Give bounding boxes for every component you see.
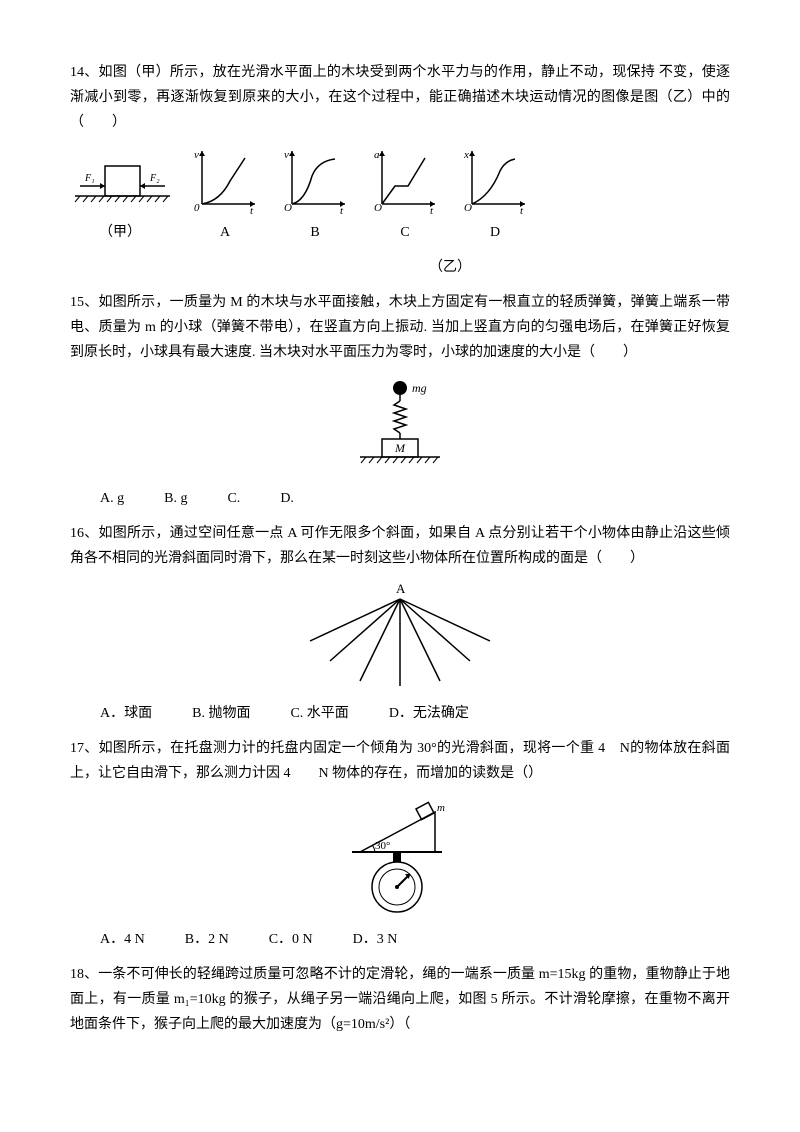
q15-opt-b: B. g	[164, 486, 187, 511]
graph-a-svg: v t 0	[190, 146, 260, 216]
q16-options: A．球面 B. 抛物面 C. 水平面 D．无法确定	[100, 701, 730, 726]
q17-options: A．4 N B．2 N C．0 N D．3 N	[100, 927, 730, 952]
q15-figure: mg M	[70, 376, 730, 476]
question-15: 15、如图所示，一质量为 M 的木块与水平面接触，木块上方固定有一根直立的轻质弹…	[70, 290, 730, 511]
svg-text:A: A	[396, 581, 406, 596]
q18-text: 18、一条不可伸长的轻绳跨过质量可忽略不计的定滑轮，绳的一端系一质量 m=15k…	[70, 962, 730, 1038]
q14-graph-d: x t O D	[460, 146, 530, 245]
q15-text: 15、如图所示，一质量为 M 的木块与水平面接触，木块上方固定有一根直立的轻质弹…	[70, 290, 730, 366]
svg-text:F₁: F₁	[84, 173, 95, 184]
caption-yi: （乙）	[170, 255, 730, 280]
svg-text:O: O	[284, 202, 292, 214]
q17-figure: 30° m	[70, 797, 730, 917]
question-16: 16、如图所示，通过空间任意一点 A 可作无限多个斜面，如果自 A 点分别让若干…	[70, 521, 730, 727]
inclines-svg: A	[300, 581, 500, 691]
svg-text:a: a	[374, 149, 380, 161]
svg-text:F₂: F₂	[149, 173, 160, 184]
q14-graph-c: a t O C	[370, 146, 440, 245]
block-diagram: F₁ F₂	[70, 156, 170, 216]
svg-text:m: m	[437, 802, 445, 814]
graph-c-svg: a t O	[370, 146, 440, 216]
q17-opt-a: A．4 N	[100, 927, 145, 952]
svg-text:t: t	[250, 205, 254, 216]
svg-text:t: t	[520, 205, 524, 216]
q17-opt-d: D．3 N	[353, 927, 398, 952]
question-18: 18、一条不可伸长的轻绳跨过质量可忽略不计的定滑轮，绳的一端系一质量 m=15k…	[70, 962, 730, 1038]
svg-text:O: O	[374, 202, 382, 214]
q15-options: A. g B. g C. D.	[100, 486, 730, 511]
question-14: 14、如图（甲）所示，放在光滑水平面上的木块受到两个水平力与的作用，静止不动，现…	[70, 60, 730, 280]
graph-a-label: A	[190, 220, 260, 245]
svg-text:x: x	[463, 149, 469, 161]
q16-figure: A	[70, 581, 730, 691]
q14-figures: F₁ F₂ （甲）	[70, 146, 730, 245]
scale-incline-svg: 30° m	[330, 797, 470, 917]
svg-text:t: t	[340, 205, 344, 216]
q15-opt-d: D.	[280, 486, 294, 511]
q16-opt-a: A．球面	[100, 701, 152, 726]
caption-jia: （甲）	[70, 220, 170, 245]
svg-text:t: t	[430, 205, 434, 216]
q17-opt-c: C．0 N	[269, 927, 313, 952]
graph-b-label: B	[280, 220, 350, 245]
q14-text: 14、如图（甲）所示，放在光滑水平面上的木块受到两个水平力与的作用，静止不动，现…	[70, 60, 730, 136]
q17-text: 17、如图所示，在托盘测力计的托盘内固定一个倾角为 30°的光滑斜面，现将一个重…	[70, 736, 730, 786]
graph-d-label: D	[460, 220, 530, 245]
graph-b-svg: v t O	[280, 146, 350, 216]
svg-text:M: M	[394, 441, 406, 455]
svg-text:mg: mg	[412, 381, 427, 395]
graph-c-label: C	[370, 220, 440, 245]
question-17: 17、如图所示，在托盘测力计的托盘内固定一个倾角为 30°的光滑斜面，现将一个重…	[70, 736, 730, 952]
svg-text:0: 0	[194, 202, 200, 214]
spring-block-svg: mg M	[340, 376, 460, 476]
svg-text:v: v	[284, 149, 289, 161]
graph-d-svg: x t O	[460, 146, 530, 216]
svg-text:O: O	[464, 202, 472, 214]
q16-opt-b: B. 抛物面	[192, 701, 250, 726]
q16-opt-d: D．无法确定	[389, 701, 469, 726]
q14-graph-b: v t O B	[280, 146, 350, 245]
q16-opt-c: C. 水平面	[290, 701, 348, 726]
q14-graph-a: v t 0 A	[190, 146, 260, 245]
q14-block-figure: F₁ F₂ （甲）	[70, 156, 170, 245]
svg-text:30°: 30°	[375, 840, 390, 852]
q16-text: 16、如图所示，通过空间任意一点 A 可作无限多个斜面，如果自 A 点分别让若干…	[70, 521, 730, 571]
q17-opt-b: B．2 N	[185, 927, 229, 952]
q15-opt-c: C.	[227, 486, 240, 511]
q15-opt-a: A. g	[100, 486, 124, 511]
svg-text:v: v	[194, 149, 199, 161]
